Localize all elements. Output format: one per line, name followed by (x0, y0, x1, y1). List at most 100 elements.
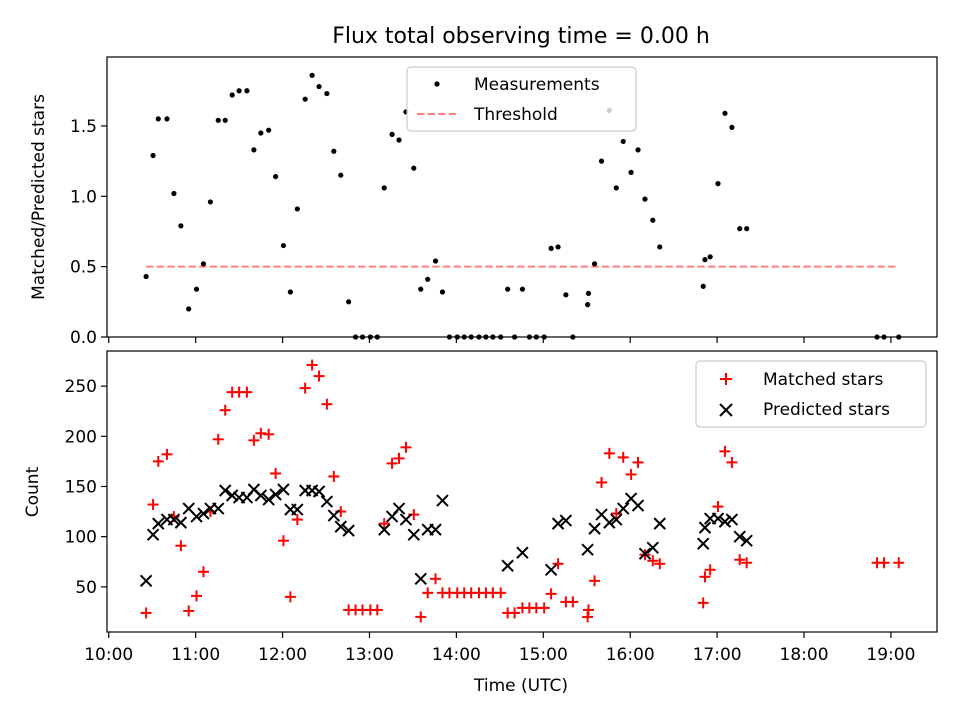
measurement-point (737, 226, 742, 231)
legend-predicted-label: Predicted stars (763, 400, 890, 420)
measurement-point (702, 257, 707, 262)
measurement-point (440, 289, 445, 294)
measurement-point (360, 334, 365, 339)
measurement-point (621, 139, 626, 144)
measurement-point (258, 130, 263, 135)
measurement-point (223, 118, 228, 123)
measurement-point (570, 334, 575, 339)
measurement-point (295, 206, 300, 211)
measurement-point (520, 287, 525, 292)
bottom-xtick-label: 12:00 (258, 645, 307, 665)
bottom-ytick-label: 200 (65, 427, 97, 447)
measurement-point (331, 149, 336, 154)
measurement-point (505, 287, 510, 292)
measurement-point (353, 334, 358, 339)
measurement-point (512, 334, 517, 339)
top-y-axis-label: Matched/Predicted stars (29, 94, 49, 300)
measurement-point (744, 226, 749, 231)
measurement-point (186, 306, 191, 311)
measurement-point (729, 125, 734, 130)
top-ytick-label: 0.0 (70, 328, 97, 348)
measurement-point (635, 147, 640, 152)
measurement-point (230, 92, 235, 97)
measurement-point (896, 334, 901, 339)
measurement-point (273, 174, 278, 179)
bottom-xtick-label: 14:00 (432, 645, 481, 665)
bottom-legend: Matched stars Predicted stars (696, 361, 926, 427)
measurement-point (592, 261, 597, 266)
measurement-point (237, 88, 242, 93)
bottom-xtick-label: 15:00 (519, 645, 568, 665)
measurement-point (650, 218, 655, 223)
bottom-ytick-label: 50 (75, 578, 97, 598)
bottom-xtick-label: 19:00 (866, 645, 915, 665)
bottom-xtick-label: 17:00 (693, 645, 742, 665)
measurement-point (303, 97, 308, 102)
legend-measurements-label: Measurements (474, 75, 600, 95)
measurement-point (201, 261, 206, 266)
top-legend: Measurements Threshold (407, 67, 636, 131)
measurement-point (346, 299, 351, 304)
measurement-point (542, 334, 547, 339)
measurement-point (156, 116, 161, 121)
measurement-point (586, 291, 591, 296)
measurement-point (418, 287, 423, 292)
measurement-point (338, 173, 343, 178)
measurement-point (150, 153, 155, 158)
measurement-point (490, 334, 495, 339)
measurement-point (881, 334, 886, 339)
bottom-xtick-label: 10:00 (84, 645, 133, 665)
measurement-point (715, 181, 720, 186)
top-ytick-label: 1.0 (70, 187, 97, 207)
bottom-y-axis-label: Count (23, 466, 43, 517)
measurement-point (208, 199, 213, 204)
measurement-point (722, 111, 727, 116)
measurement-point (469, 334, 474, 339)
bottom-ytick-label: 150 (65, 477, 97, 497)
top-ytick-label: 1.5 (70, 117, 97, 137)
top-ytick-label: 0.5 (70, 258, 97, 278)
measurement-point (389, 132, 394, 137)
measurement-point (324, 91, 329, 96)
measurement-point (642, 197, 647, 202)
measurement-point (375, 334, 380, 339)
measurement-point (433, 258, 438, 263)
measurement-point (171, 191, 176, 196)
measurement-point (178, 223, 183, 228)
measurement-point (549, 246, 554, 251)
measurement-point (281, 243, 286, 248)
measurement-point (462, 334, 467, 339)
measurement-point (216, 118, 221, 123)
legend-measurements-marker (434, 81, 439, 86)
measurement-point (498, 334, 503, 339)
measurement-point (288, 289, 293, 294)
measurement-point (411, 166, 416, 171)
measurement-point (425, 277, 430, 282)
bottom-xtick-label: 16:00 (606, 645, 655, 665)
measurement-point (396, 137, 401, 142)
measurement-point (701, 284, 706, 289)
bottom-xtick-label: 18:00 (780, 645, 829, 665)
measurement-point (455, 334, 460, 339)
measurement-point (874, 334, 879, 339)
measurement-point (555, 244, 560, 249)
measurement-point (310, 73, 315, 78)
measurement-point (382, 185, 387, 190)
bottom-ytick-label: 100 (65, 528, 97, 548)
measurement-point (599, 159, 604, 164)
measurement-point (657, 244, 662, 249)
figure: Flux total observing time = 0.00 h 0.00.… (0, 0, 960, 720)
measurement-point (628, 170, 633, 175)
measurement-point (194, 287, 199, 292)
measurement-point (266, 128, 271, 133)
measurement-point (368, 334, 373, 339)
measurement-point (164, 116, 169, 121)
measurement-point (585, 302, 590, 307)
measurement-point (483, 334, 488, 339)
legend-threshold-label: Threshold (473, 105, 558, 125)
legend-matched-label: Matched stars (763, 370, 883, 390)
measurement-point (447, 334, 452, 339)
x-axis-label: Time (UTC) (473, 676, 568, 696)
bottom-xtick-label: 11:00 (171, 645, 220, 665)
bottom-xtick-label: 13:00 (345, 645, 394, 665)
